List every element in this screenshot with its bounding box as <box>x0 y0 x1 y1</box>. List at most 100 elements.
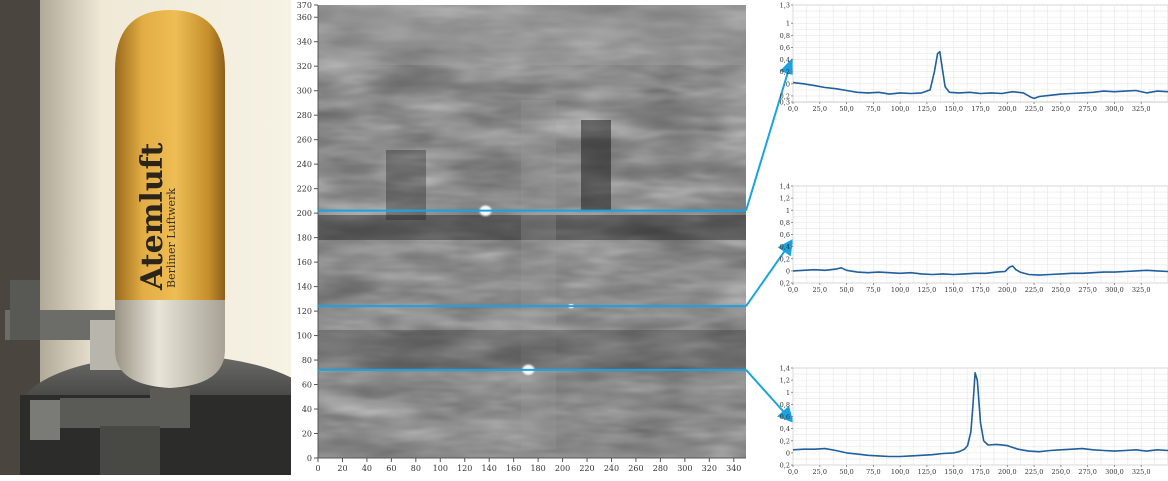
x-tick-label: 250,0 <box>1052 468 1071 476</box>
y-tick-label: 0,8 <box>780 32 790 40</box>
x-tick-label: 0 <box>315 464 320 473</box>
x-tick-label: 240 <box>604 464 619 473</box>
y-tick-label: 1,3 <box>780 2 790 10</box>
x-tick-label: 200,0 <box>998 468 1017 476</box>
x-tick-label: 100,0 <box>891 105 910 113</box>
x-tick-label: 100 <box>433 464 448 473</box>
profile-series-line <box>792 372 1168 458</box>
y-tick-label: 1 <box>786 20 790 28</box>
y-tick-label: 1 <box>786 389 790 397</box>
profile-series-line <box>792 50 1168 100</box>
y-tick-label: 0,8 <box>780 401 790 409</box>
x-tick-label: 150,0 <box>944 286 963 294</box>
x-tick-label: 60 <box>386 464 396 473</box>
y-tick-label: 0,4 <box>780 243 790 251</box>
x-tick-label: 50,0 <box>839 468 853 476</box>
x-tick-label: 0,0 <box>788 286 798 294</box>
y-tick-label: 100 <box>297 332 312 341</box>
x-tick-label: 75,0 <box>866 286 880 294</box>
y-tick-label: 180 <box>297 234 312 243</box>
x-tick-label: 325,0 <box>1132 468 1151 476</box>
x-tick-label: 225,0 <box>1025 286 1044 294</box>
x-tick-label: 125,0 <box>918 468 937 476</box>
y-tick-label: 280 <box>297 111 312 120</box>
y-tick-label: 1,4 <box>780 365 790 373</box>
scan-image-chart: 0204060801001201401601802002202402602803… <box>291 0 761 475</box>
x-tick-label: 260 <box>628 464 643 473</box>
x-tick-label: 75,0 <box>866 468 880 476</box>
y-tick-label: 1,2 <box>780 195 790 203</box>
cylinder-label: Atemluft <box>135 142 170 291</box>
x-tick-label: 340 <box>726 464 741 473</box>
y-tick-label: 0 <box>307 454 312 463</box>
y-tick-label: 0,6 <box>780 231 790 239</box>
x-tick-label: 25,0 <box>813 468 827 476</box>
x-tick-label: 250,0 <box>1052 286 1071 294</box>
x-tick-label: 160 <box>506 464 521 473</box>
x-tick-label: 325,0 <box>1132 105 1151 113</box>
y-tick-label: 60 <box>302 381 312 390</box>
x-tick-label: 175,0 <box>971 286 990 294</box>
x-tick-label: 175,0 <box>971 105 990 113</box>
y-tick-label: 0 <box>786 449 790 457</box>
x-tick-label: 50,0 <box>839 105 853 113</box>
x-tick-label: 275,0 <box>1078 286 1097 294</box>
line-profile-chart-2: 1,4 1,2 1 0,8 0,6 0,4 0,2 0 -0,20,0 25,0 50,0 75,0 1… <box>780 183 1168 294</box>
y-tick-label: 0,6 <box>780 413 790 421</box>
y-tick-label: 220 <box>297 185 312 194</box>
y-tick-label: 0,6 <box>780 44 790 52</box>
y-tick-label: 1 <box>786 207 790 215</box>
y-tick-label: 20 <box>302 430 312 439</box>
y-tick-label: 360 <box>297 13 312 22</box>
x-tick-label: 300,0 <box>1105 468 1124 476</box>
x-tick-label: 220 <box>579 464 594 473</box>
x-tick-label: 225,0 <box>1025 105 1044 113</box>
x-tick-label: 120 <box>457 464 472 473</box>
y-tick-label: 370 <box>297 1 312 10</box>
x-tick-label: 150,0 <box>944 105 963 113</box>
x-tick-label: 180 <box>530 464 545 473</box>
y-tick-label: 0,2 <box>780 68 790 76</box>
y-tick-label: 120 <box>297 307 312 316</box>
x-tick-label: 225,0 <box>1025 468 1044 476</box>
x-tick-label: 0,0 <box>788 468 798 476</box>
x-tick-label: 80 <box>411 464 421 473</box>
y-tick-label: 40 <box>302 405 312 414</box>
x-tick-label: 300,0 <box>1105 286 1124 294</box>
x-tick-label: 100,0 <box>891 286 910 294</box>
y-tick-label: 0,8 <box>780 219 790 227</box>
x-tick-label: 300 <box>677 464 692 473</box>
y-tick-label: 240 <box>297 160 312 169</box>
x-tick-label: 20 <box>337 464 347 473</box>
y-tick-label: 260 <box>297 136 312 145</box>
y-tick-label: -0,3 <box>780 99 790 107</box>
x-tick-label: 25,0 <box>813 105 827 113</box>
x-tick-label: 100,0 <box>891 468 910 476</box>
y-tick-label: 1,2 <box>780 377 790 385</box>
y-tick-label: 0,4 <box>780 425 790 433</box>
y-tick-label: 0,2 <box>780 255 790 263</box>
x-tick-label: 200,0 <box>998 105 1017 113</box>
cylinder-sublabel: Berliner Luftwerk <box>165 188 178 288</box>
x-tick-label: 280 <box>653 464 668 473</box>
y-tick-label: -0,2 <box>780 462 790 470</box>
x-tick-label: 320 <box>702 464 717 473</box>
x-tick-label: 200,0 <box>998 286 1017 294</box>
x-tick-label: 175,0 <box>971 468 990 476</box>
x-tick-label: 125,0 <box>918 105 937 113</box>
x-tick-label: 150,0 <box>944 468 963 476</box>
x-tick-label: 75,0 <box>866 105 880 113</box>
y-tick-label: 200 <box>297 209 312 218</box>
y-tick-label: 0,4 <box>780 56 790 64</box>
cylinder-photo: Atemluft Berliner Luftwerk <box>0 0 291 475</box>
x-tick-label: 300,0 <box>1105 105 1124 113</box>
x-tick-label: 275,0 <box>1078 468 1097 476</box>
x-tick-label: 200 <box>555 464 570 473</box>
y-tick-label: 160 <box>297 258 312 267</box>
y-tick-label: 0,2 <box>780 437 790 445</box>
y-tick-label: 1,4 <box>780 183 790 191</box>
x-tick-label: 25,0 <box>813 286 827 294</box>
x-tick-label: 40 <box>362 464 372 473</box>
y-tick-label: 0 <box>786 80 790 88</box>
x-tick-label: 125,0 <box>918 286 937 294</box>
